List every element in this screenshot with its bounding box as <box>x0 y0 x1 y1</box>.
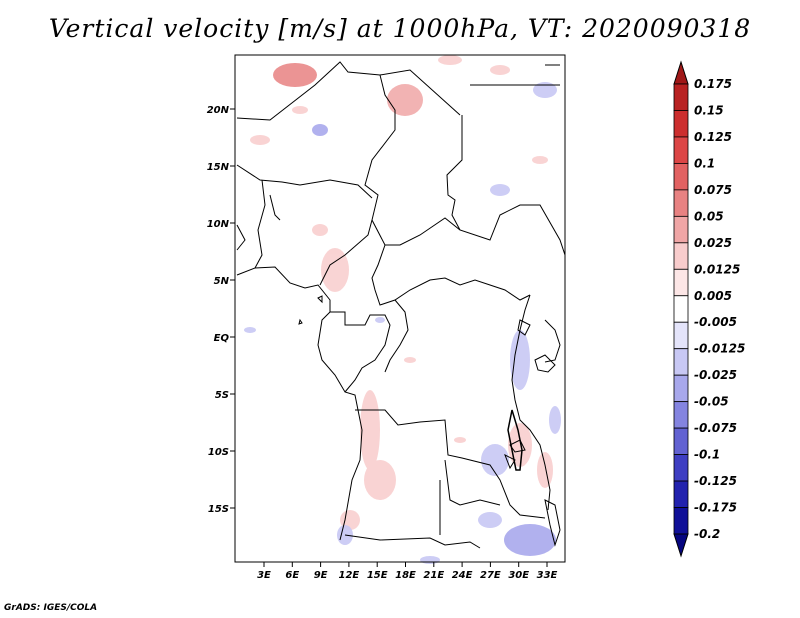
colorbar-label: 0.0125 <box>694 262 740 276</box>
colorbar-swatch <box>673 507 689 535</box>
lon-label: 33E <box>537 570 558 581</box>
colorbar-label: -0.0125 <box>694 342 745 356</box>
lon-label: 24E <box>452 570 473 581</box>
colorbar-label: -0.075 <box>694 421 737 435</box>
colorbar-label: 0.05 <box>694 209 724 223</box>
country-borders <box>236 61 566 549</box>
colorbar-swatch <box>673 110 689 138</box>
map-frame <box>234 54 566 563</box>
lat-label: 10N <box>207 219 230 230</box>
colorbar-swatch <box>673 321 689 350</box>
velocity-field <box>244 55 561 564</box>
lat-label: 20N <box>207 105 230 116</box>
colorbar-swatch <box>673 83 689 111</box>
colorbar-swatch <box>673 242 689 270</box>
lon-label: 27E <box>480 570 501 581</box>
colorbar-label: -0.175 <box>694 501 737 515</box>
colorbar-swatch <box>673 480 689 508</box>
colorbar-swatch <box>673 374 689 403</box>
colorbar-label: -0.125 <box>694 474 737 488</box>
colorbar-swatch <box>673 189 689 217</box>
lon-label: 6E <box>285 570 299 581</box>
colorbar-swatch <box>673 215 689 244</box>
lat-label: 15S <box>208 504 229 515</box>
colorbar-swatch <box>673 60 689 85</box>
colorbar-label: 0.075 <box>694 183 732 197</box>
colorbar-swatch <box>673 454 689 482</box>
lon-label: 21E <box>423 570 444 581</box>
lat-label: EQ <box>214 333 230 344</box>
lon-label: 12E <box>339 570 360 581</box>
colorbar-swatch <box>673 295 689 323</box>
colorbar-labels: 0.175 0.15 0.125 0.1 0.075 0.05 0.025 0.0125 0.0… <box>694 77 745 541</box>
colorbar-label: -0.025 <box>694 368 737 382</box>
colorbar-label: 0.005 <box>694 289 732 303</box>
lon-label: 15E <box>367 570 388 581</box>
chart-title: Vertical velocity [m/s] at 1000hPa, VT: … <box>48 14 752 43</box>
colorbar-swatches <box>673 60 689 558</box>
lon-label: 18E <box>395 570 416 581</box>
lat-label: 5S <box>215 390 229 401</box>
colorbar-label: 0.175 <box>694 77 732 91</box>
colorbar-swatch <box>673 348 689 376</box>
latitude-axis: 20N 15N 10N 5N EQ 5S 10S 15S <box>207 105 235 515</box>
colorbar-swatch <box>673 533 689 558</box>
colorbar-label: 0.15 <box>694 103 724 117</box>
colorbar-swatch <box>673 268 689 297</box>
longitude-axis: 3E 6E 9E 12E 15E 18E 21E 24E 27E 30E 33E <box>257 562 558 581</box>
lon-label: 3E <box>257 570 271 581</box>
colorbar-swatch <box>673 136 689 164</box>
colorbar-swatch <box>673 163 689 191</box>
lat-label: 5N <box>214 276 230 287</box>
colorbar-label: -0.2 <box>694 527 720 541</box>
colorbar-swatch <box>673 401 689 429</box>
lon-label: 9E <box>314 570 328 581</box>
colorbar-label: -0.005 <box>694 315 737 329</box>
footer-credit: GrADS: IGES/COLA <box>4 603 98 613</box>
lon-label: 30E <box>508 570 529 581</box>
lat-label: 15N <box>207 162 230 173</box>
colorbar-label: -0.05 <box>694 395 729 409</box>
colorbar-label: 0.025 <box>694 236 732 250</box>
colorbar-label: 0.125 <box>694 130 732 144</box>
lat-label: 10S <box>208 447 229 458</box>
colorbar-swatch <box>673 427 689 455</box>
colorbar-label: 0.1 <box>694 156 715 170</box>
colorbar-label: -0.1 <box>694 448 720 462</box>
